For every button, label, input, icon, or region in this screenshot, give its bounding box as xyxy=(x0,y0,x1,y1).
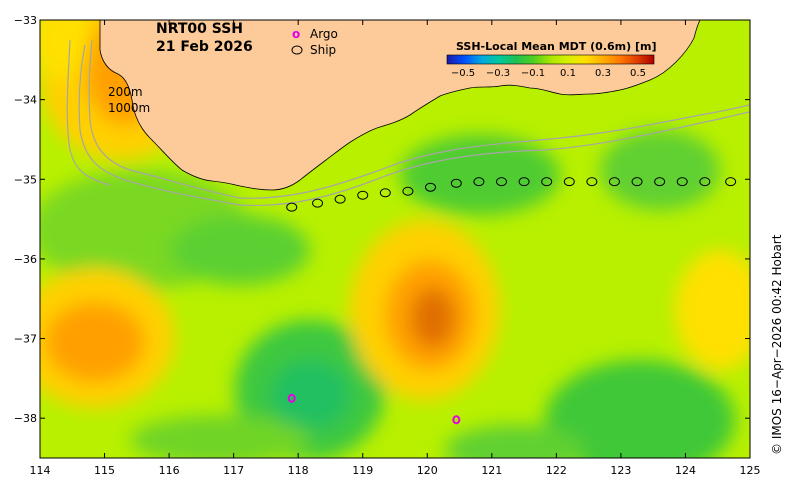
ssh-trough-east xyxy=(545,360,735,458)
argo-legend-symbol: o xyxy=(292,27,300,41)
ship-marker xyxy=(357,190,369,200)
ship-marker xyxy=(563,177,575,187)
x-tick-label: 119 xyxy=(352,464,373,477)
y-tick-label: −36 xyxy=(14,253,37,266)
ship-marker xyxy=(676,177,688,187)
ship-marker xyxy=(654,177,666,187)
ship-legend-symbol xyxy=(291,45,303,55)
y-tick-label: −38 xyxy=(14,412,37,425)
ssh-trough-southwest xyxy=(130,415,310,458)
isobath-200m xyxy=(88,39,750,199)
y-tick-label: −33 xyxy=(14,14,37,27)
ship-marker xyxy=(334,194,346,204)
x-tick-label: 121 xyxy=(481,464,502,477)
x-tick-label: 123 xyxy=(610,464,631,477)
ship-marker xyxy=(402,186,414,196)
ship-marker xyxy=(725,177,737,187)
x-axis: 114 115 116 117 118 119 120 121 122 123 124 125 xyxy=(30,20,761,477)
ship-marker xyxy=(541,177,553,187)
x-tick-label: 122 xyxy=(546,464,567,477)
colorbar-tick-label: −0.5 xyxy=(451,68,475,79)
y-tick-label: −35 xyxy=(14,173,37,186)
ship-marker xyxy=(586,177,598,187)
ship-track xyxy=(286,177,737,212)
argo-floats xyxy=(287,393,461,425)
ssh-high-east xyxy=(675,250,750,370)
x-tick-label: 114 xyxy=(30,464,51,477)
x-tick-label: 125 xyxy=(740,464,761,477)
x-tick-label: 118 xyxy=(288,464,309,477)
ship-marker xyxy=(312,198,324,208)
ship-marker xyxy=(473,177,485,187)
colorbar-tick-label: −0.3 xyxy=(486,68,510,79)
argo-marker xyxy=(287,393,296,403)
ship-marker xyxy=(286,202,298,212)
isobath-label-1000m: 1000m xyxy=(108,101,150,115)
argo-legend-label: Argo xyxy=(310,27,338,41)
colorbar: SSH-Local Mean MDT (0.6m) [m] −0.5 −0.3 −0… xyxy=(446,40,656,79)
title-date: 21 Feb 2026 xyxy=(156,39,253,55)
map-frame xyxy=(39,19,751,459)
ship-marker xyxy=(608,177,620,187)
ssh-high-northwest xyxy=(40,20,90,80)
isobath-200m-inner xyxy=(66,39,111,186)
ssh-high-central-core xyxy=(411,288,455,348)
ship-marker xyxy=(379,188,391,198)
isobath-lines xyxy=(66,39,750,207)
x-tick-label: 115 xyxy=(94,464,115,477)
ship-marker xyxy=(699,177,711,187)
ssh-trough-mid xyxy=(170,215,310,285)
ssh-trough-south-core xyxy=(270,360,350,430)
ship-marker xyxy=(518,177,530,187)
ship-marker xyxy=(631,177,643,187)
argo-marker xyxy=(452,415,461,425)
isobath-label-200m: 200m xyxy=(108,85,143,99)
marker-legend: o Argo Ship xyxy=(291,27,338,57)
colorbar-title: SSH-Local Mean MDT (0.6m) [m] xyxy=(456,40,656,53)
x-tick-label: 117 xyxy=(223,464,244,477)
credit-text: © IMOS 16−Apr−2026 00:42 Hobart xyxy=(770,234,784,455)
y-tick-label: −37 xyxy=(14,333,37,346)
colorbar-tick-label: 0.5 xyxy=(630,68,646,79)
x-tick-label: 116 xyxy=(159,464,180,477)
ship-marker xyxy=(450,178,462,188)
colorbar-tick-label: −0.1 xyxy=(521,68,545,79)
ship-marker xyxy=(496,177,507,187)
title-product: NRT00 SSH xyxy=(156,21,243,37)
ship-marker xyxy=(425,182,436,192)
colorbar-tick-label: 0.1 xyxy=(560,68,576,79)
y-tick-label: −34 xyxy=(14,94,37,107)
isobath-1000m xyxy=(78,44,750,207)
x-tick-label: 124 xyxy=(675,464,696,477)
colorbar-bar xyxy=(446,54,655,65)
colorbar-tick-label: 0.3 xyxy=(595,68,611,79)
ssh-high-west-core xyxy=(45,302,145,382)
ssh-trough-north xyxy=(400,135,560,215)
ssh-trough-southcentral xyxy=(445,425,585,458)
x-tick-label: 120 xyxy=(417,464,438,477)
colorbar-ticks: −0.5 −0.3 −0.1 0.1 0.3 0.5 xyxy=(451,68,646,79)
ssh-trough-northeast xyxy=(600,130,720,210)
ship-legend-label: Ship xyxy=(310,43,336,57)
y-axis: −33 −34 −35 −36 −37 −38 xyxy=(14,14,750,425)
